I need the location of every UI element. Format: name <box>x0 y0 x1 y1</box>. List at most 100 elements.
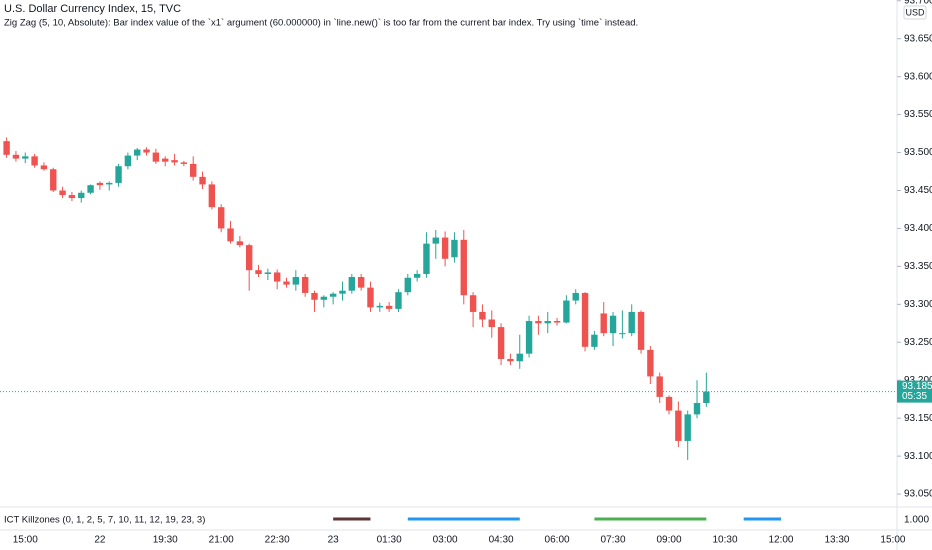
candle-body <box>516 353 523 362</box>
x-tick-label: 15:00 <box>880 535 905 546</box>
candle-body <box>68 195 76 199</box>
candle-body <box>628 311 635 334</box>
candle-body <box>553 321 561 323</box>
candle-body <box>469 295 477 312</box>
candle-body <box>245 245 253 271</box>
candle-body <box>320 296 328 300</box>
candle-body <box>656 376 663 397</box>
candle-body <box>385 305 393 309</box>
candle-body <box>152 152 160 162</box>
candle-body <box>404 277 411 293</box>
currency-box[interactable] <box>903 5 927 20</box>
candle-body <box>134 149 141 156</box>
candle-body <box>591 334 598 347</box>
x-tick-label: 03:00 <box>433 535 458 546</box>
candle-body <box>488 319 495 328</box>
y-tick-label: 93.050 <box>904 489 932 500</box>
candle-body <box>507 358 514 362</box>
candle-body <box>544 321 551 324</box>
candle-body <box>684 414 691 441</box>
indicator-label: ICT Killzones (0, 1, 2, 5, 7, 10, 11, 12… <box>4 515 205 526</box>
y-tick-label: 93.300 <box>904 299 932 310</box>
candle-body <box>22 156 29 159</box>
candle-body <box>3 141 10 155</box>
y-tick-label: 93.250 <box>904 337 932 348</box>
y-tick-label: 93.650 <box>904 33 932 44</box>
candle-body <box>451 239 458 258</box>
x-tick-label: 22:30 <box>265 535 290 546</box>
candle-body <box>675 410 682 441</box>
candle-body <box>106 182 113 185</box>
candle-body <box>273 272 281 282</box>
last-price-box <box>897 380 932 403</box>
candle-body <box>40 165 48 170</box>
candle-body <box>581 292 589 347</box>
candle-body <box>647 349 654 377</box>
candle-body <box>59 190 66 196</box>
chart-title: U.S. Dollar Currency Index, 15, TVC <box>4 3 181 15</box>
candle-body <box>348 277 356 291</box>
candle-body <box>376 305 383 308</box>
candle-body <box>535 321 542 324</box>
x-tick-label: 10:30 <box>712 535 737 546</box>
y-tick-label: 93.100 <box>904 451 932 462</box>
candle-body <box>171 160 178 163</box>
x-tick-label: 22 <box>94 535 106 546</box>
countdown-label: 05:35 <box>902 391 927 402</box>
candle-body <box>96 182 104 186</box>
candle-body <box>190 163 197 177</box>
candle-body <box>329 293 337 297</box>
x-tick-label: 23 <box>328 535 340 546</box>
candle-body <box>283 281 290 285</box>
candle-body <box>236 241 244 246</box>
candle-body <box>693 402 701 415</box>
indicator-value: 1.000 <box>904 515 929 526</box>
candle-body <box>208 184 216 208</box>
candle-body <box>311 292 318 300</box>
last-price-label: 93.185 <box>902 381 932 392</box>
candle-body <box>292 277 300 285</box>
candle-body <box>227 228 234 242</box>
candle-body <box>703 391 710 403</box>
candle-body <box>264 272 272 274</box>
candle-body <box>162 158 169 162</box>
x-tick-label: 07:30 <box>601 535 626 546</box>
x-tick-label: 01:30 <box>377 535 402 546</box>
candle-body <box>619 333 626 335</box>
y-tick-label: 93.150 <box>904 413 932 424</box>
x-tick-label: 06:00 <box>545 535 570 546</box>
candle-body <box>143 149 150 153</box>
x-tick-label: 19:30 <box>153 535 178 546</box>
candle-body <box>497 327 505 359</box>
x-tick-label: 12:00 <box>768 535 793 546</box>
candle-body <box>665 396 673 411</box>
candle-body <box>78 192 85 199</box>
candle-body <box>217 207 225 229</box>
candle-body <box>637 311 645 350</box>
candle-body <box>441 237 449 259</box>
candle-body <box>600 313 607 334</box>
candle-body <box>395 292 402 309</box>
candle-body <box>199 176 206 185</box>
candle-body <box>423 243 430 274</box>
y-tick-label: 93.500 <box>904 147 932 158</box>
candle-body <box>50 169 57 191</box>
candle-body <box>609 315 617 334</box>
candle-body <box>572 292 579 301</box>
x-tick-label: 15:00 <box>13 535 38 546</box>
currency-label[interactable]: USD <box>905 7 925 17</box>
candle-body <box>357 277 365 288</box>
candle-body <box>479 311 486 320</box>
candle-body <box>367 287 374 308</box>
candle-body <box>339 290 346 294</box>
candle-body <box>255 270 262 274</box>
x-tick-label: 13:30 <box>824 535 849 546</box>
candle-body <box>563 300 570 323</box>
candle-body <box>460 239 467 296</box>
y-tick-label: 93.550 <box>904 109 932 120</box>
candle-body <box>432 237 439 244</box>
y-tick-label: 93.350 <box>904 261 932 272</box>
y-tick-label: 93.450 <box>904 185 932 196</box>
x-tick-label: 09:00 <box>657 535 682 546</box>
